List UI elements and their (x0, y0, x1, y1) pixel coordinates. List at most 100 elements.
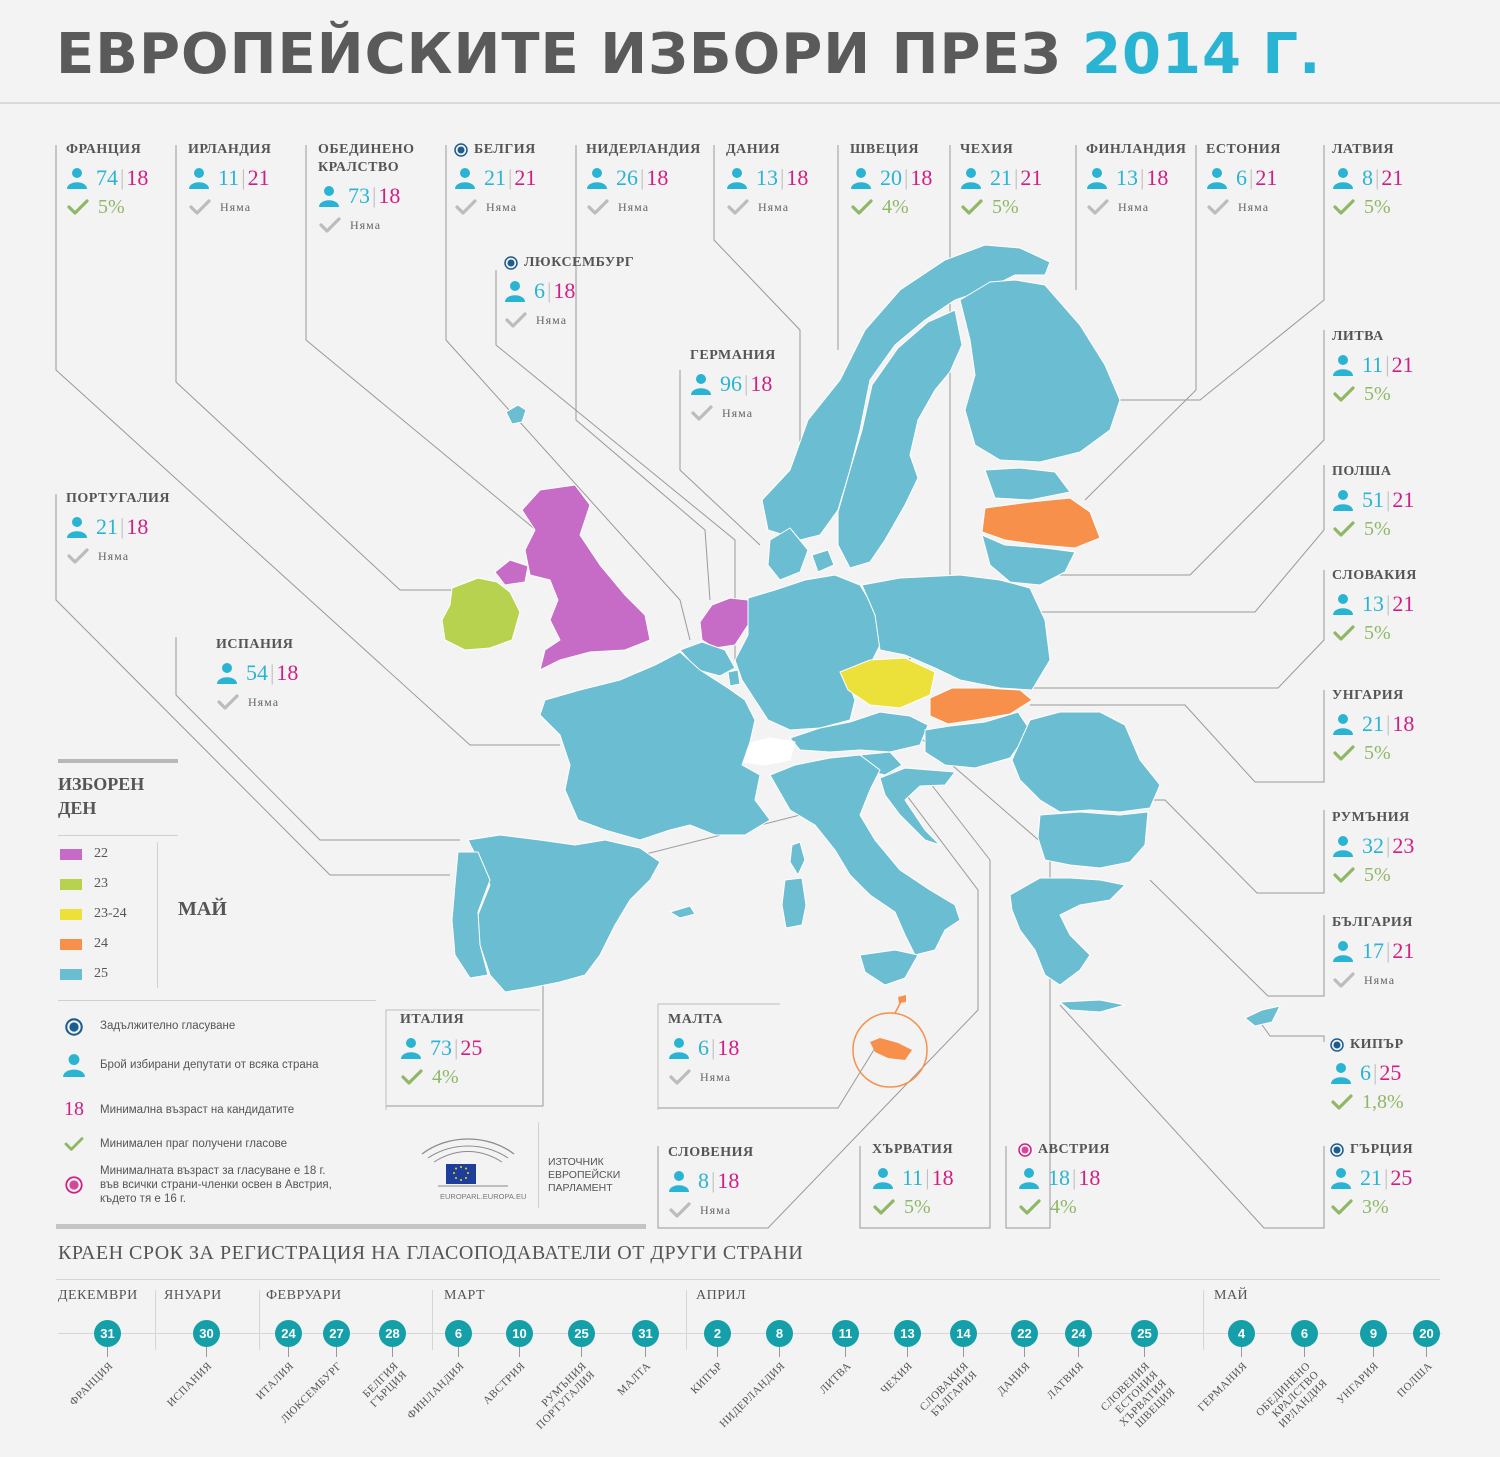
seats-age: 21|21 (990, 165, 1042, 191)
threshold-check-icon (1087, 199, 1109, 215)
legend-item: 24 (60, 936, 108, 952)
seats-value: 6 (1236, 165, 1247, 190)
spain-shape (467, 834, 661, 993)
legend-bar (58, 759, 178, 763)
leader-slovakia (1030, 570, 1325, 689)
seats-person-icon (67, 517, 87, 538)
timeline-day: 27 (323, 1320, 350, 1347)
seats-age: 13|18 (756, 165, 808, 191)
country-threshold: 5% (960, 195, 1100, 219)
threshold-value: Няма (536, 313, 568, 327)
seats-age: 21|25 (1360, 1165, 1412, 1191)
country-name: ХЪРВАТИЯ (872, 1142, 954, 1157)
country-name: ЛИТВА (1332, 329, 1384, 344)
timeline-tick (1304, 1347, 1305, 1357)
seats-age: 8|21 (1362, 165, 1403, 191)
country-threshold: Няма (188, 195, 328, 219)
legend-title: ИЗБОРЕН ДЕН (58, 774, 145, 818)
compulsory-vote-icon (454, 143, 468, 157)
country-name-row: ЛАТВИЯ (1332, 141, 1472, 159)
timeline-tick (907, 1347, 908, 1357)
country-name: ОБЕДИНЕНО КРАЛСТВО (318, 142, 415, 175)
country-name-row: ИТАЛИЯ (400, 1011, 540, 1029)
threshold-value: 5% (1364, 864, 1391, 886)
legend-label: 25 (94, 966, 108, 981)
seats-age: 11|18 (902, 1165, 954, 1191)
country-block: ЛИТВА 11|21 5% (1332, 328, 1472, 406)
country-threshold: 5% (1332, 382, 1472, 406)
separator: | (1140, 165, 1145, 190)
country-threshold: 5% (1332, 741, 1472, 765)
seats-age: 11|21 (218, 165, 270, 191)
country-stats: 8|18 (668, 1168, 808, 1194)
seats-value: 73 (430, 1035, 452, 1060)
key-age-text: Минимална възраст на кандидатите (100, 1103, 295, 1116)
key-threshold-text: Минимален праг получени гласове (100, 1138, 288, 1150)
timeline-tick (1078, 1347, 1079, 1357)
country-threshold: Няма (216, 690, 356, 714)
germany-shape (734, 574, 881, 731)
threshold-check-icon (455, 199, 477, 215)
country-name: ДАНИЯ (726, 142, 781, 157)
legend-divider-bottom (58, 1000, 376, 1001)
timeline-tick (645, 1347, 646, 1357)
country-block: ФИНЛАНДИЯ 13|18 Няма (1086, 141, 1226, 219)
threshold-check-icon (691, 405, 713, 421)
country-block: ИТАЛИЯ 73|25 4% (400, 1011, 540, 1089)
threshold-check-icon (505, 312, 527, 328)
malta-inset (852, 995, 928, 1088)
threshold-value: Няма (1238, 200, 1270, 214)
estonia-shape (984, 467, 1071, 501)
threshold-check-icon (67, 199, 89, 215)
min-age-value: 25 (460, 1035, 483, 1060)
country-name: ПОЛША (1332, 464, 1392, 479)
min-age-value: 23 (1392, 833, 1415, 858)
country-block: РУМЪНИЯ 32|23 5% (1332, 809, 1472, 887)
european-parliament-logo (421, 1138, 515, 1187)
seats-age: 18|18 (1048, 1165, 1100, 1191)
leader-estonia (1084, 145, 1197, 501)
country-name: ФИНЛАНДИЯ (1086, 142, 1187, 157)
min-age-value: 18 (378, 183, 401, 208)
seats-value: 11 (1362, 352, 1384, 377)
min-age-value: 18 (717, 1168, 740, 1193)
seats-person-icon (1333, 941, 1353, 962)
separator: | (508, 165, 513, 190)
threshold-value: Няма (350, 218, 382, 232)
country-name: ФРАНЦИЯ (66, 142, 142, 157)
country-block: БЪЛГАРИЯ 17|21 Няма (1332, 914, 1472, 992)
seats-person-icon (727, 168, 747, 189)
poland-shape (861, 574, 1051, 691)
country-name: СЛОВЕНИЯ (668, 1145, 754, 1160)
country-name: УНГАРИЯ (1332, 688, 1404, 703)
uk-shape (521, 484, 651, 671)
threshold-check-icon (1333, 625, 1355, 641)
country-block: ПОЛША 51|21 5% (1332, 463, 1472, 541)
timeline-day: 22 (1011, 1320, 1038, 1347)
timeline-tick (458, 1347, 459, 1357)
threshold-check-icon (189, 199, 211, 215)
key-vote-age-text: Минималната възраст за гласуване е 18 г.… (100, 1165, 332, 1205)
seats-person-icon (1331, 1168, 1351, 1189)
country-stats: 6|18 (504, 278, 644, 304)
compulsory-vote-icon (65, 1018, 83, 1036)
country-threshold: 5% (872, 1195, 1012, 1219)
seats-value: 32 (1362, 833, 1384, 858)
source-label: ИЗТОЧНИК ЕВРОПЕЙСКИ ПАРЛАМЕНТ (548, 1156, 621, 1194)
timeline-month: МАРТ (444, 1288, 486, 1303)
country-block: ШВЕЦИЯ 20|18 4% (850, 141, 990, 219)
country-stats: 11|21 (188, 165, 328, 191)
country-name-row: ФИНЛАНДИЯ (1086, 141, 1226, 159)
country-threshold: 4% (1018, 1195, 1158, 1219)
seats-person-icon (63, 1054, 85, 1077)
country-block: СЛОВАКИЯ 13|21 5% (1332, 567, 1472, 645)
separator: | (1375, 165, 1380, 190)
seats-person-icon (401, 1038, 421, 1059)
country-threshold: Няма (586, 195, 726, 219)
seats-value: 8 (1362, 165, 1373, 190)
separator: | (1386, 591, 1391, 616)
timeline-tick (1241, 1347, 1242, 1357)
threshold-value: 4% (882, 196, 909, 218)
seats-person-icon (455, 168, 475, 189)
country-threshold: Няма (504, 308, 644, 332)
